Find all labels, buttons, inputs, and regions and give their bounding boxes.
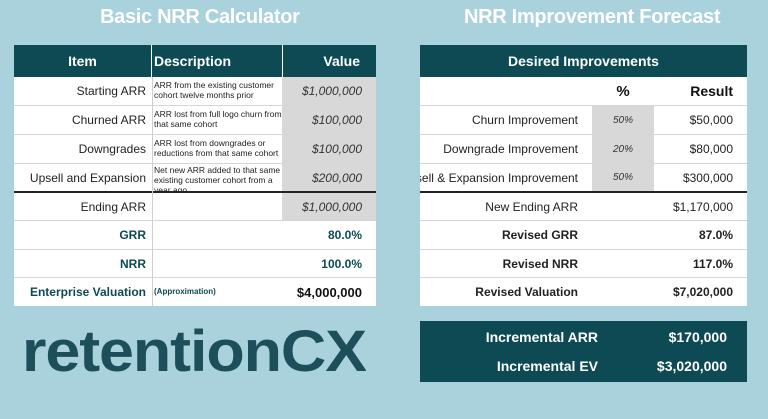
table-row: Starting ARR ARR from the existing custo… [14,77,376,106]
table-row: Churn Improvement 50% $50,000 [420,106,747,135]
table-row: GRR 80.0% [14,221,376,250]
approximation-note: (Approximation) [154,287,216,297]
grr-value: 80.0% [327,228,362,242]
header-value: Value [282,45,376,77]
header-item: Item [14,45,152,77]
table-row: Revised NRR 117.0% [420,250,747,278]
table-row: NRR 100.0% [14,250,376,278]
row-description: Net new ARR added to that same existing … [154,165,281,191]
churn-improvement-input[interactable]: 50% [592,106,654,134]
revised-valuation-value: $7,020,000 [672,285,733,299]
table-header-row: Desired Improvements [420,45,747,77]
row-item-label: Churn Improvement [471,113,578,127]
incremental-arr-value: $170,000 [668,329,727,345]
revised-nrr-label: Revised NRR [502,256,578,271]
table-row: Churned ARR ARR lost from full logo chur… [14,106,376,135]
row-result: $300,000 [682,170,733,185]
header-description: Description [154,53,232,69]
starting-arr-input[interactable]: $1,000,000 [282,77,376,105]
incremental-arr-label: Incremental ARR [485,329,598,345]
churned-arr-input[interactable]: $100,000 [282,106,376,134]
row-item-label: Downgrades [78,142,146,156]
retentioncx-logo: retentionCX [22,326,366,378]
upsell-expansion-improvement-input[interactable]: 50% [592,164,654,191]
enterprise-valuation-label: Enterprise Valuation [29,285,146,299]
row-item-label: Churned ARR [71,113,146,127]
incremental-ev-value: $3,020,000 [656,358,727,374]
percent-column-header: % [616,82,630,100]
column-divider [152,77,153,306]
enterprise-valuation-value: $4,000,000 [296,284,362,300]
nrr-label: NRR [120,256,146,271]
summary-row: Incremental ARR $170,000 [420,322,747,352]
logo-text: retentionCX [22,326,366,378]
row-description: ARR lost from downgrades or reductions f… [154,138,279,158]
table-row: Revised GRR 87.0% [420,221,747,250]
new-ending-arr-label: New Ending ARR [485,199,578,214]
incremental-summary: Incremental ARR $170,000 Incremental EV … [420,321,747,382]
ending-arr-value: $1,000,000 [282,193,376,220]
summary-row: Incremental EV $3,020,000 [420,351,747,381]
table-row: Enterprise Valuation (Approximation) $4,… [14,278,376,306]
downgrade-improvement-input[interactable]: 20% [592,135,654,163]
downgrades-input[interactable]: $100,000 [282,135,376,163]
table-row: Downgrade Improvement 20% $80,000 [420,135,747,164]
revised-nrr-value: 117.0% [692,256,733,271]
nrr-value: 100.0% [321,256,362,271]
result-column-header: Result [690,83,733,99]
improvement-forecast-table: Desired Improvements % Result Churn Impr… [420,45,747,306]
basic-nrr-table: Item Description Value Starting ARR ARR … [14,45,376,306]
nrr-improvement-forecast-title: NRR Improvement Forecast [464,6,721,28]
table-row: New Ending ARR $1,170,000 [420,193,747,221]
row-item-label: Ending ARR [80,199,146,214]
table-row: Ending ARR $1,000,000 [14,193,376,221]
row-description: ARR from the existing customer cohort tw… [154,80,274,100]
row-item-label: Upsell & Expansion Improvement [420,170,578,185]
new-ending-arr-value: $1,170,000 [672,199,733,214]
row-description: ARR lost from full logo churn from that … [154,109,282,129]
table-header-row: Item Description Value [14,45,376,77]
revised-grr-label: Revised GRR [501,228,578,242]
row-result: $80,000 [689,142,733,156]
table-row: Revised Valuation $7,020,000 [420,278,747,306]
incremental-ev-label: Incremental EV [496,358,598,374]
table-row: Upsell & Expansion Improvement 50% $300,… [420,164,747,193]
row-item-label: Upsell and Expansion [29,170,146,185]
row-result: $50,000 [689,113,733,127]
row-item-label: Downgrade Improvement [443,142,578,156]
table-row: Upsell and Expansion Net new ARR added t… [14,164,376,193]
grr-label: GRR [119,228,146,242]
table-row: Downgrades ARR lost from downgrades or r… [14,135,376,164]
revised-grr-value: 87.0% [698,228,733,242]
row-item-label: Starting ARR [76,84,146,98]
column-header-row: % Result [420,77,747,106]
basic-nrr-calculator-title: Basic NRR Calculator [100,6,300,28]
upsell-expansion-input[interactable]: $200,000 [282,164,376,191]
desired-improvements-header: Desired Improvements [508,53,659,69]
revised-valuation-label: Revised Valuation [475,285,578,299]
